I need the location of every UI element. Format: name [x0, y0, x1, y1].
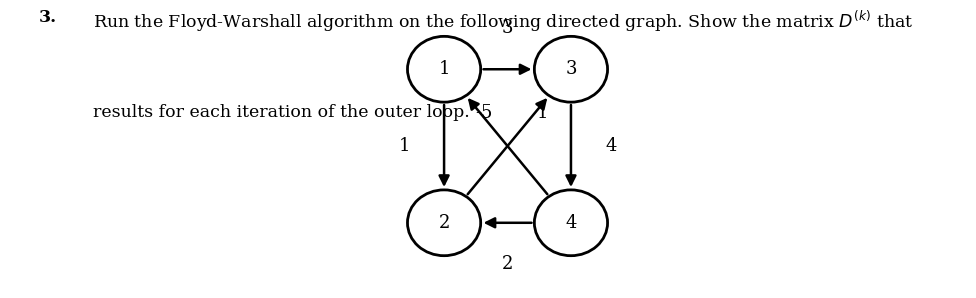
Text: 3: 3: [565, 60, 577, 78]
Text: 3.: 3.: [39, 9, 58, 26]
Text: 2: 2: [438, 214, 450, 232]
Ellipse shape: [535, 36, 607, 102]
Text: 4: 4: [565, 214, 577, 232]
Ellipse shape: [408, 190, 481, 256]
Text: 1: 1: [438, 60, 450, 78]
Text: 4: 4: [605, 137, 617, 155]
Ellipse shape: [408, 36, 481, 102]
Text: results for each iteration of the outer loop.: results for each iteration of the outer …: [93, 104, 469, 121]
Text: 2: 2: [502, 255, 513, 273]
Text: 1: 1: [398, 137, 410, 155]
Text: Run the Floyd-Warshall algorithm on the following directed graph. Show the matri: Run the Floyd-Warshall algorithm on the …: [93, 9, 913, 34]
Text: 1: 1: [537, 104, 549, 122]
Text: -5: -5: [475, 104, 493, 122]
Ellipse shape: [535, 190, 607, 256]
Text: 3: 3: [502, 19, 513, 37]
